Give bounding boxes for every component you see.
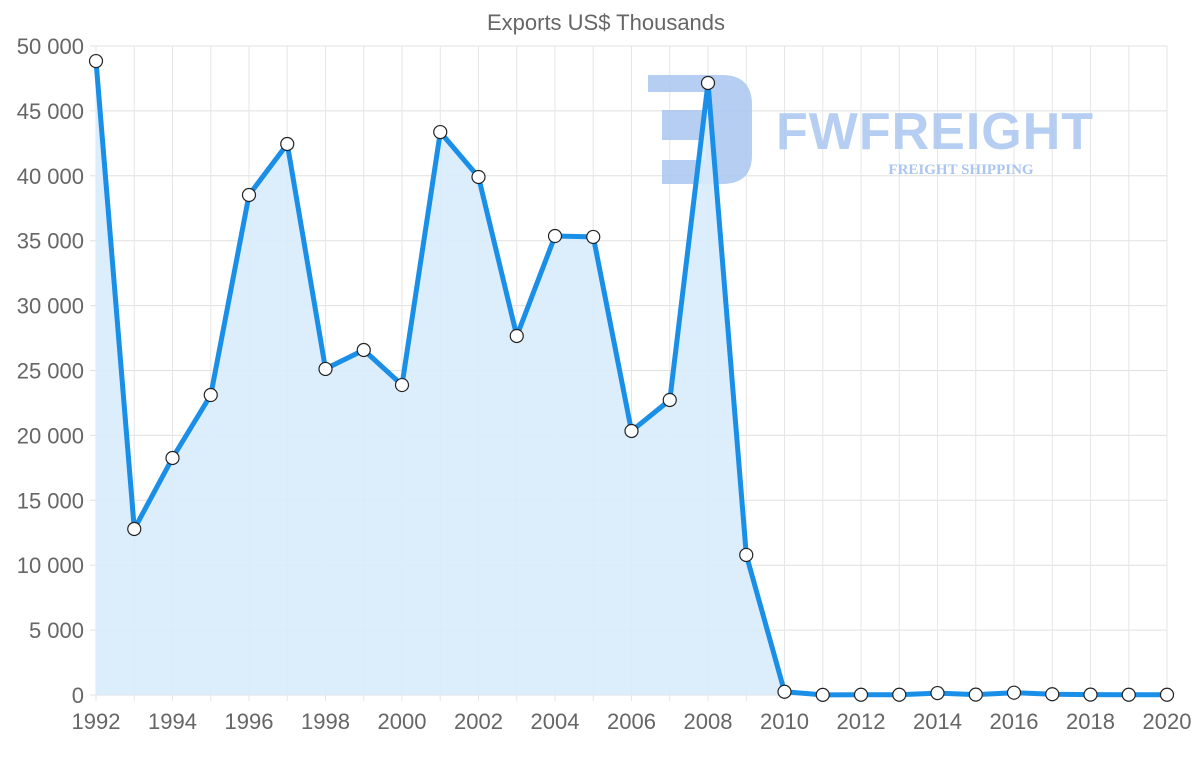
- watermark-brand: FWFREIGHT: [776, 103, 1094, 161]
- data-point-marker[interactable]: [509, 328, 524, 344]
- x-tick-label: 2018: [1066, 709, 1115, 734]
- x-tick-label: 1992: [72, 709, 121, 734]
- y-tick-label: 15 000: [17, 488, 84, 513]
- y-tick-label: 5 000: [29, 618, 84, 643]
- data-points: [88, 53, 1175, 702]
- x-tick-label: 1998: [301, 709, 350, 734]
- x-tick-label: 2004: [531, 709, 580, 734]
- data-point-marker[interactable]: [586, 229, 601, 245]
- data-point-marker[interactable]: [547, 228, 563, 244]
- x-tick-label: 1994: [148, 709, 197, 734]
- y-tick-label: 10 000: [17, 553, 84, 578]
- data-point-marker[interactable]: [280, 136, 295, 152]
- data-point-marker[interactable]: [700, 75, 716, 91]
- x-tick-label: 2010: [760, 709, 809, 734]
- data-point-marker[interactable]: [815, 687, 830, 702]
- data-point-marker[interactable]: [241, 187, 257, 203]
- data-point-marker[interactable]: [1083, 687, 1098, 702]
- data-point-marker[interactable]: [1121, 687, 1136, 702]
- data-point-marker[interactable]: [127, 521, 142, 537]
- area-fill: [96, 61, 785, 696]
- x-tick-label: 2000: [378, 709, 427, 734]
- x-tick-label: 2002: [454, 709, 503, 734]
- y-tick-label: 40 000: [17, 164, 84, 189]
- data-point-marker[interactable]: [356, 342, 371, 358]
- x-tick-label: 2008: [684, 709, 733, 734]
- chart-title: Exports US$ Thousands: [487, 10, 725, 35]
- data-point-marker[interactable]: [968, 687, 983, 702]
- x-axis-labels: 1992 1994 1996 1998 2000 2002 2004 2006 2008 2010…: [72, 709, 1192, 734]
- y-axis-labels: 0 5 000 10 000 15 000 20 000 25 000 30 000 35 0…: [17, 34, 84, 708]
- data-point-marker[interactable]: [318, 361, 333, 377]
- x-tick-label: 2014: [913, 709, 962, 734]
- x-tick-label: 2020: [1143, 709, 1192, 734]
- data-point-marker[interactable]: [394, 377, 410, 393]
- data-point-marker[interactable]: [1159, 687, 1175, 702]
- y-tick-label: 50 000: [17, 34, 84, 59]
- data-point-marker[interactable]: [624, 423, 639, 439]
- data-point-marker[interactable]: [662, 392, 677, 408]
- y-tick-label: 20 000: [17, 423, 84, 448]
- y-tick-label: 35 000: [17, 229, 84, 254]
- data-point-marker[interactable]: [433, 124, 448, 140]
- x-tick-label: 1996: [225, 709, 274, 734]
- data-point-marker[interactable]: [853, 687, 869, 702]
- x-tick-label: 2016: [990, 709, 1039, 734]
- data-point-marker[interactable]: [892, 687, 907, 702]
- y-tick-label: 0: [72, 683, 84, 708]
- data-point-marker[interactable]: [739, 547, 754, 563]
- data-point-marker[interactable]: [471, 169, 486, 185]
- y-tick-label: 30 000: [17, 294, 84, 319]
- y-tick-label: 45 000: [17, 99, 84, 124]
- data-point-marker[interactable]: [930, 685, 945, 701]
- x-tick-label: 2006: [607, 709, 656, 734]
- data-point-marker[interactable]: [777, 684, 792, 699]
- data-point-marker[interactable]: [88, 53, 104, 69]
- x-tick-label: 2012: [837, 709, 886, 734]
- watermark-tagline: FREIGHT SHIPPING: [888, 162, 1033, 178]
- data-point-marker[interactable]: [1006, 685, 1022, 700]
- data-point-marker[interactable]: [1045, 687, 1060, 702]
- y-tick-label: 25 000: [17, 359, 84, 384]
- data-point-marker[interactable]: [203, 387, 218, 403]
- data-point-marker[interactable]: [165, 450, 180, 466]
